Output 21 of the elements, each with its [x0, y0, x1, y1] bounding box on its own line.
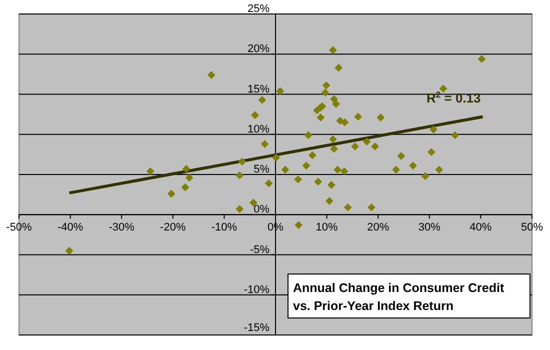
x-tick-label: 30%	[418, 222, 441, 234]
y-tick-label: 15%	[247, 83, 270, 96]
y-tick-label: 20%	[247, 43, 270, 56]
x-tick-label: -50%	[6, 222, 32, 234]
y-tick-label: 25%	[247, 3, 270, 15]
text: vs. Prior-Year Index Return	[293, 299, 454, 313]
x-tick-label: 50%	[520, 222, 544, 234]
y-tick-label: 0%	[254, 204, 270, 216]
x-tick-label: -20%	[160, 222, 186, 234]
x-tick-label: 40%	[470, 222, 492, 234]
x-tick-label: -30%	[108, 222, 135, 234]
x-tick-label: -40%	[57, 222, 84, 234]
y-tick-label: 5%	[254, 164, 270, 176]
x-tick-label: -10%	[211, 222, 238, 234]
text: Annual Change in Consumer Credit	[293, 281, 504, 295]
y-tick-label: 10%	[247, 123, 270, 136]
y-tick-label: -10%	[244, 284, 270, 296]
x-tick-label: 20%	[367, 222, 390, 234]
x-tick-label: 10%	[316, 222, 338, 234]
y-tick-label: -15%	[244, 322, 270, 334]
y-tick-label: -5%	[250, 244, 270, 256]
